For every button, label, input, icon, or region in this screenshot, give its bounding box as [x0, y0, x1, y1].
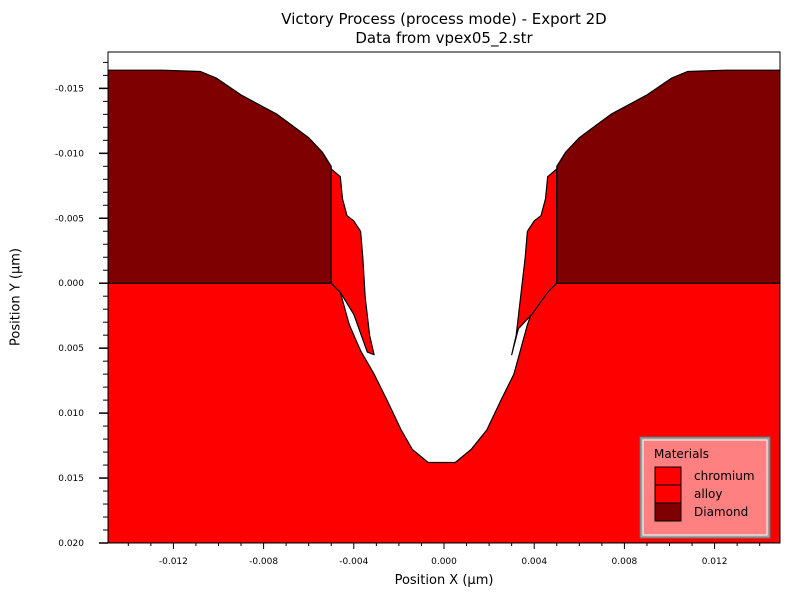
region-alloy-2 [511, 168, 558, 356]
legend-title: Materials [654, 447, 709, 461]
legend-swatch [654, 466, 682, 486]
y-tick-label: -0.005 [55, 214, 84, 224]
y-tick-label: 0.010 [58, 409, 84, 419]
chart-title: Victory Process (process mode) - Export … [281, 10, 607, 28]
legend-label: alloy [694, 487, 722, 501]
x-tick-label: 0.012 [702, 557, 728, 567]
y-tick-label: -0.015 [55, 84, 84, 94]
region-diamond-2 [556, 69, 780, 284]
y-tick-label: 0.020 [58, 539, 84, 549]
x-tick-label: 0.004 [521, 557, 547, 567]
y-axis-label: Position Y (µm) [8, 248, 24, 346]
y-tick-label: 0.015 [58, 474, 84, 484]
y-tick-label: -0.010 [55, 149, 84, 159]
legend: Materials chromium alloy Diamond [639, 436, 771, 539]
y-tick-label: 0.005 [58, 344, 84, 354]
x-tick-label: -0.012 [159, 557, 188, 567]
chart-subtitle: Data from vpex05_2.str [355, 29, 533, 47]
legend-label: chromium [694, 469, 755, 483]
region-diamond-1 [108, 69, 332, 284]
x-tick-label: -0.004 [339, 557, 368, 567]
legend-label: Diamond [694, 505, 748, 519]
x-axis-label: Position X (µm) [394, 573, 494, 588]
legend-swatch [654, 484, 682, 504]
x-tick-label: -0.008 [249, 557, 278, 567]
y-tick-label: 0.000 [58, 279, 84, 289]
x-tick-label: 0.000 [431, 557, 457, 567]
region-alloy-1 [330, 168, 375, 356]
legend-swatch [654, 502, 682, 522]
x-tick-label: 0.008 [612, 557, 638, 567]
